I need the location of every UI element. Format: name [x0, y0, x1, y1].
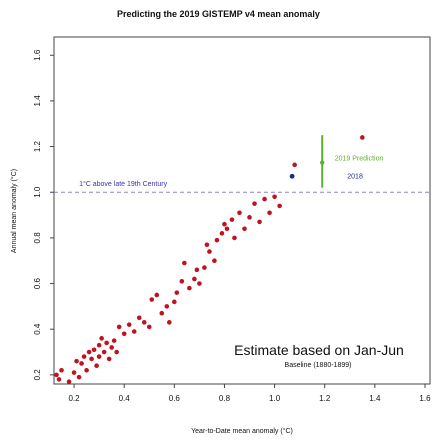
data-point	[232, 235, 237, 241]
data-point	[121, 331, 127, 337]
data-point	[86, 349, 92, 355]
data-point	[131, 329, 137, 334]
prediction-point	[320, 160, 325, 165]
data-point	[194, 267, 200, 273]
data-point	[187, 285, 192, 291]
x-tick-label: 0.4	[119, 394, 131, 403]
data-point	[96, 342, 102, 348]
data-point	[126, 322, 132, 327]
data-point	[257, 219, 262, 225]
x-axis: 0.2 0.4 0.6 0.8 1.0 1.2 1.4 1.6	[68, 384, 431, 403]
data-point	[106, 356, 112, 362]
y-tick-label: 0.4	[33, 323, 42, 335]
data-point	[91, 347, 97, 353]
highlight-label-2018: 2018	[347, 174, 363, 181]
data-point	[224, 226, 230, 232]
data-point	[111, 338, 117, 343]
prediction-label: 2019 Prediction	[335, 155, 384, 162]
x-axis-label: Year-to-Date mean anomaly (°C)	[191, 427, 293, 435]
data-point	[277, 203, 282, 209]
data-point	[96, 354, 102, 359]
data-point	[101, 349, 107, 355]
reference-line-label: 1°C above late 19th Century	[79, 180, 168, 188]
data-point	[66, 379, 72, 385]
data-point	[192, 276, 197, 282]
data-point	[89, 356, 94, 362]
data-point	[76, 374, 82, 380]
data-point	[360, 135, 365, 140]
x-tick-label: 1.4	[369, 394, 381, 403]
data-point	[197, 281, 202, 286]
data-point	[214, 237, 220, 243]
data-point	[229, 217, 235, 222]
y-tick-label: 0.6	[33, 277, 42, 289]
data-point	[267, 210, 272, 216]
data-point	[104, 340, 109, 346]
data-point	[252, 201, 257, 206]
y-tick-label: 1.2	[33, 140, 42, 152]
data-point	[59, 368, 64, 373]
data-point	[136, 315, 142, 321]
data-point	[212, 258, 217, 264]
data-point	[54, 372, 59, 378]
data-point	[242, 226, 247, 232]
data-points	[54, 135, 365, 385]
data-point	[247, 215, 252, 220]
data-point	[219, 231, 225, 236]
x-tick-label: 1.2	[319, 394, 331, 403]
x-tick-label: 0.6	[169, 394, 181, 403]
data-point	[81, 354, 87, 359]
data-point	[182, 260, 187, 266]
plot-frame	[53, 36, 431, 385]
data-point	[116, 324, 122, 330]
y-tick-label: 0.2	[33, 369, 42, 381]
data-point	[202, 265, 207, 270]
data-point	[146, 324, 152, 330]
data-point	[159, 310, 165, 316]
data-point	[207, 249, 212, 254]
data-point	[172, 299, 177, 305]
x-tick-label: 1.6	[419, 394, 431, 403]
baseline-annotation: Baseline (1880-1899)	[285, 362, 352, 369]
data-point	[94, 363, 99, 369]
x-tick-label: 1.0	[269, 394, 281, 403]
estimate-annotation: Estimate based on Jan-Jun	[234, 342, 404, 358]
y-axis-label: Annual mean anomaly (°C)	[10, 169, 18, 253]
data-point	[109, 345, 114, 350]
x-tick-label: 0.8	[219, 394, 231, 403]
data-point	[141, 320, 147, 325]
data-point	[74, 358, 79, 364]
data-point	[84, 368, 89, 373]
data-point	[167, 320, 172, 325]
data-point	[179, 278, 185, 284]
y-axis: 0.2 0.4 0.6 0.8 1.0 1.2 1.4 1.6	[33, 49, 54, 380]
data-point	[262, 196, 267, 202]
data-point	[114, 349, 119, 355]
chart-title: Predicting the 2019 GISTEMP v4 mean anom…	[117, 9, 320, 19]
data-point	[237, 210, 242, 216]
data-point	[71, 370, 77, 375]
y-tick-label: 1.6	[33, 49, 42, 61]
data-point	[164, 304, 170, 309]
data-point	[292, 162, 297, 168]
y-tick-label: 1.0	[33, 186, 42, 198]
data-point	[272, 194, 277, 200]
x-tick-label: 0.2	[68, 394, 80, 403]
data-point	[79, 361, 84, 366]
data-point	[204, 242, 210, 248]
data-point	[154, 292, 160, 298]
data-point	[99, 336, 104, 341]
highlight-point-2018	[289, 173, 295, 179]
data-point	[174, 290, 180, 295]
y-tick-label: 0.8	[33, 232, 42, 244]
data-point	[149, 297, 155, 302]
data-point	[222, 221, 227, 227]
y-tick-label: 1.4	[33, 95, 42, 107]
data-point	[56, 377, 62, 382]
